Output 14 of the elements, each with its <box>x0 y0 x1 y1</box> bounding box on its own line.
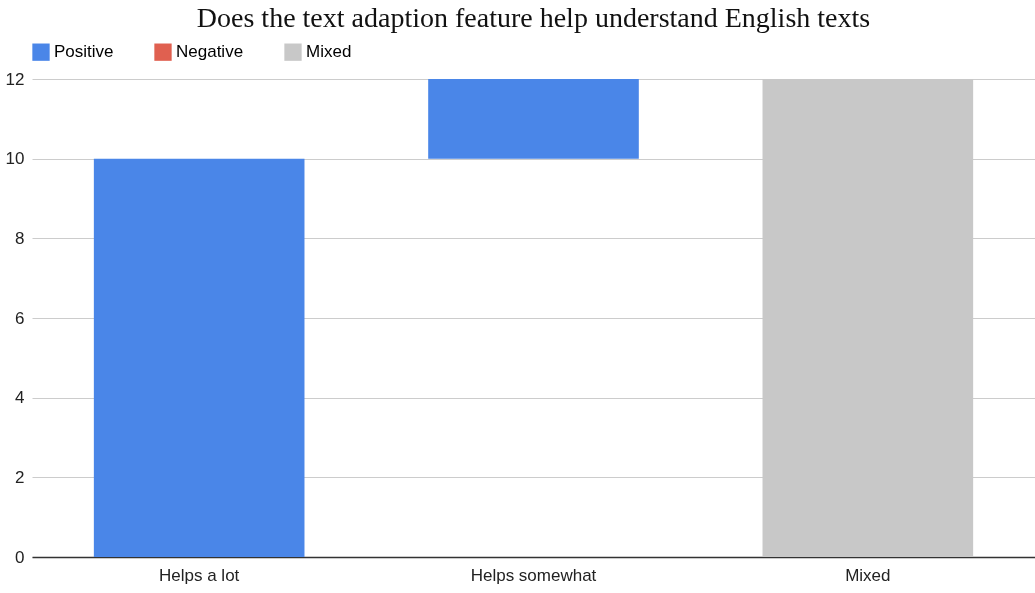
y-tick-label: 12 <box>5 69 25 89</box>
x-tick-label: Helps a lot <box>159 565 240 585</box>
x-tick-label: Mixed <box>845 565 891 585</box>
x-tick-label: Helps somewhat <box>470 565 597 585</box>
legend-label: Negative <box>176 42 244 62</box>
y-tick-label: 8 <box>15 228 25 248</box>
y-tick-label: 4 <box>15 388 25 408</box>
legend-label: Mixed <box>306 42 352 62</box>
y-tick-label: 0 <box>15 547 25 567</box>
chart-title: Does the text adaption feature help understand English texts <box>196 2 871 33</box>
y-tick-label: 6 <box>15 308 25 328</box>
legend-label: Positive <box>54 42 114 62</box>
y-tick-label: 10 <box>5 149 25 169</box>
y-tick-label: 2 <box>15 467 25 487</box>
